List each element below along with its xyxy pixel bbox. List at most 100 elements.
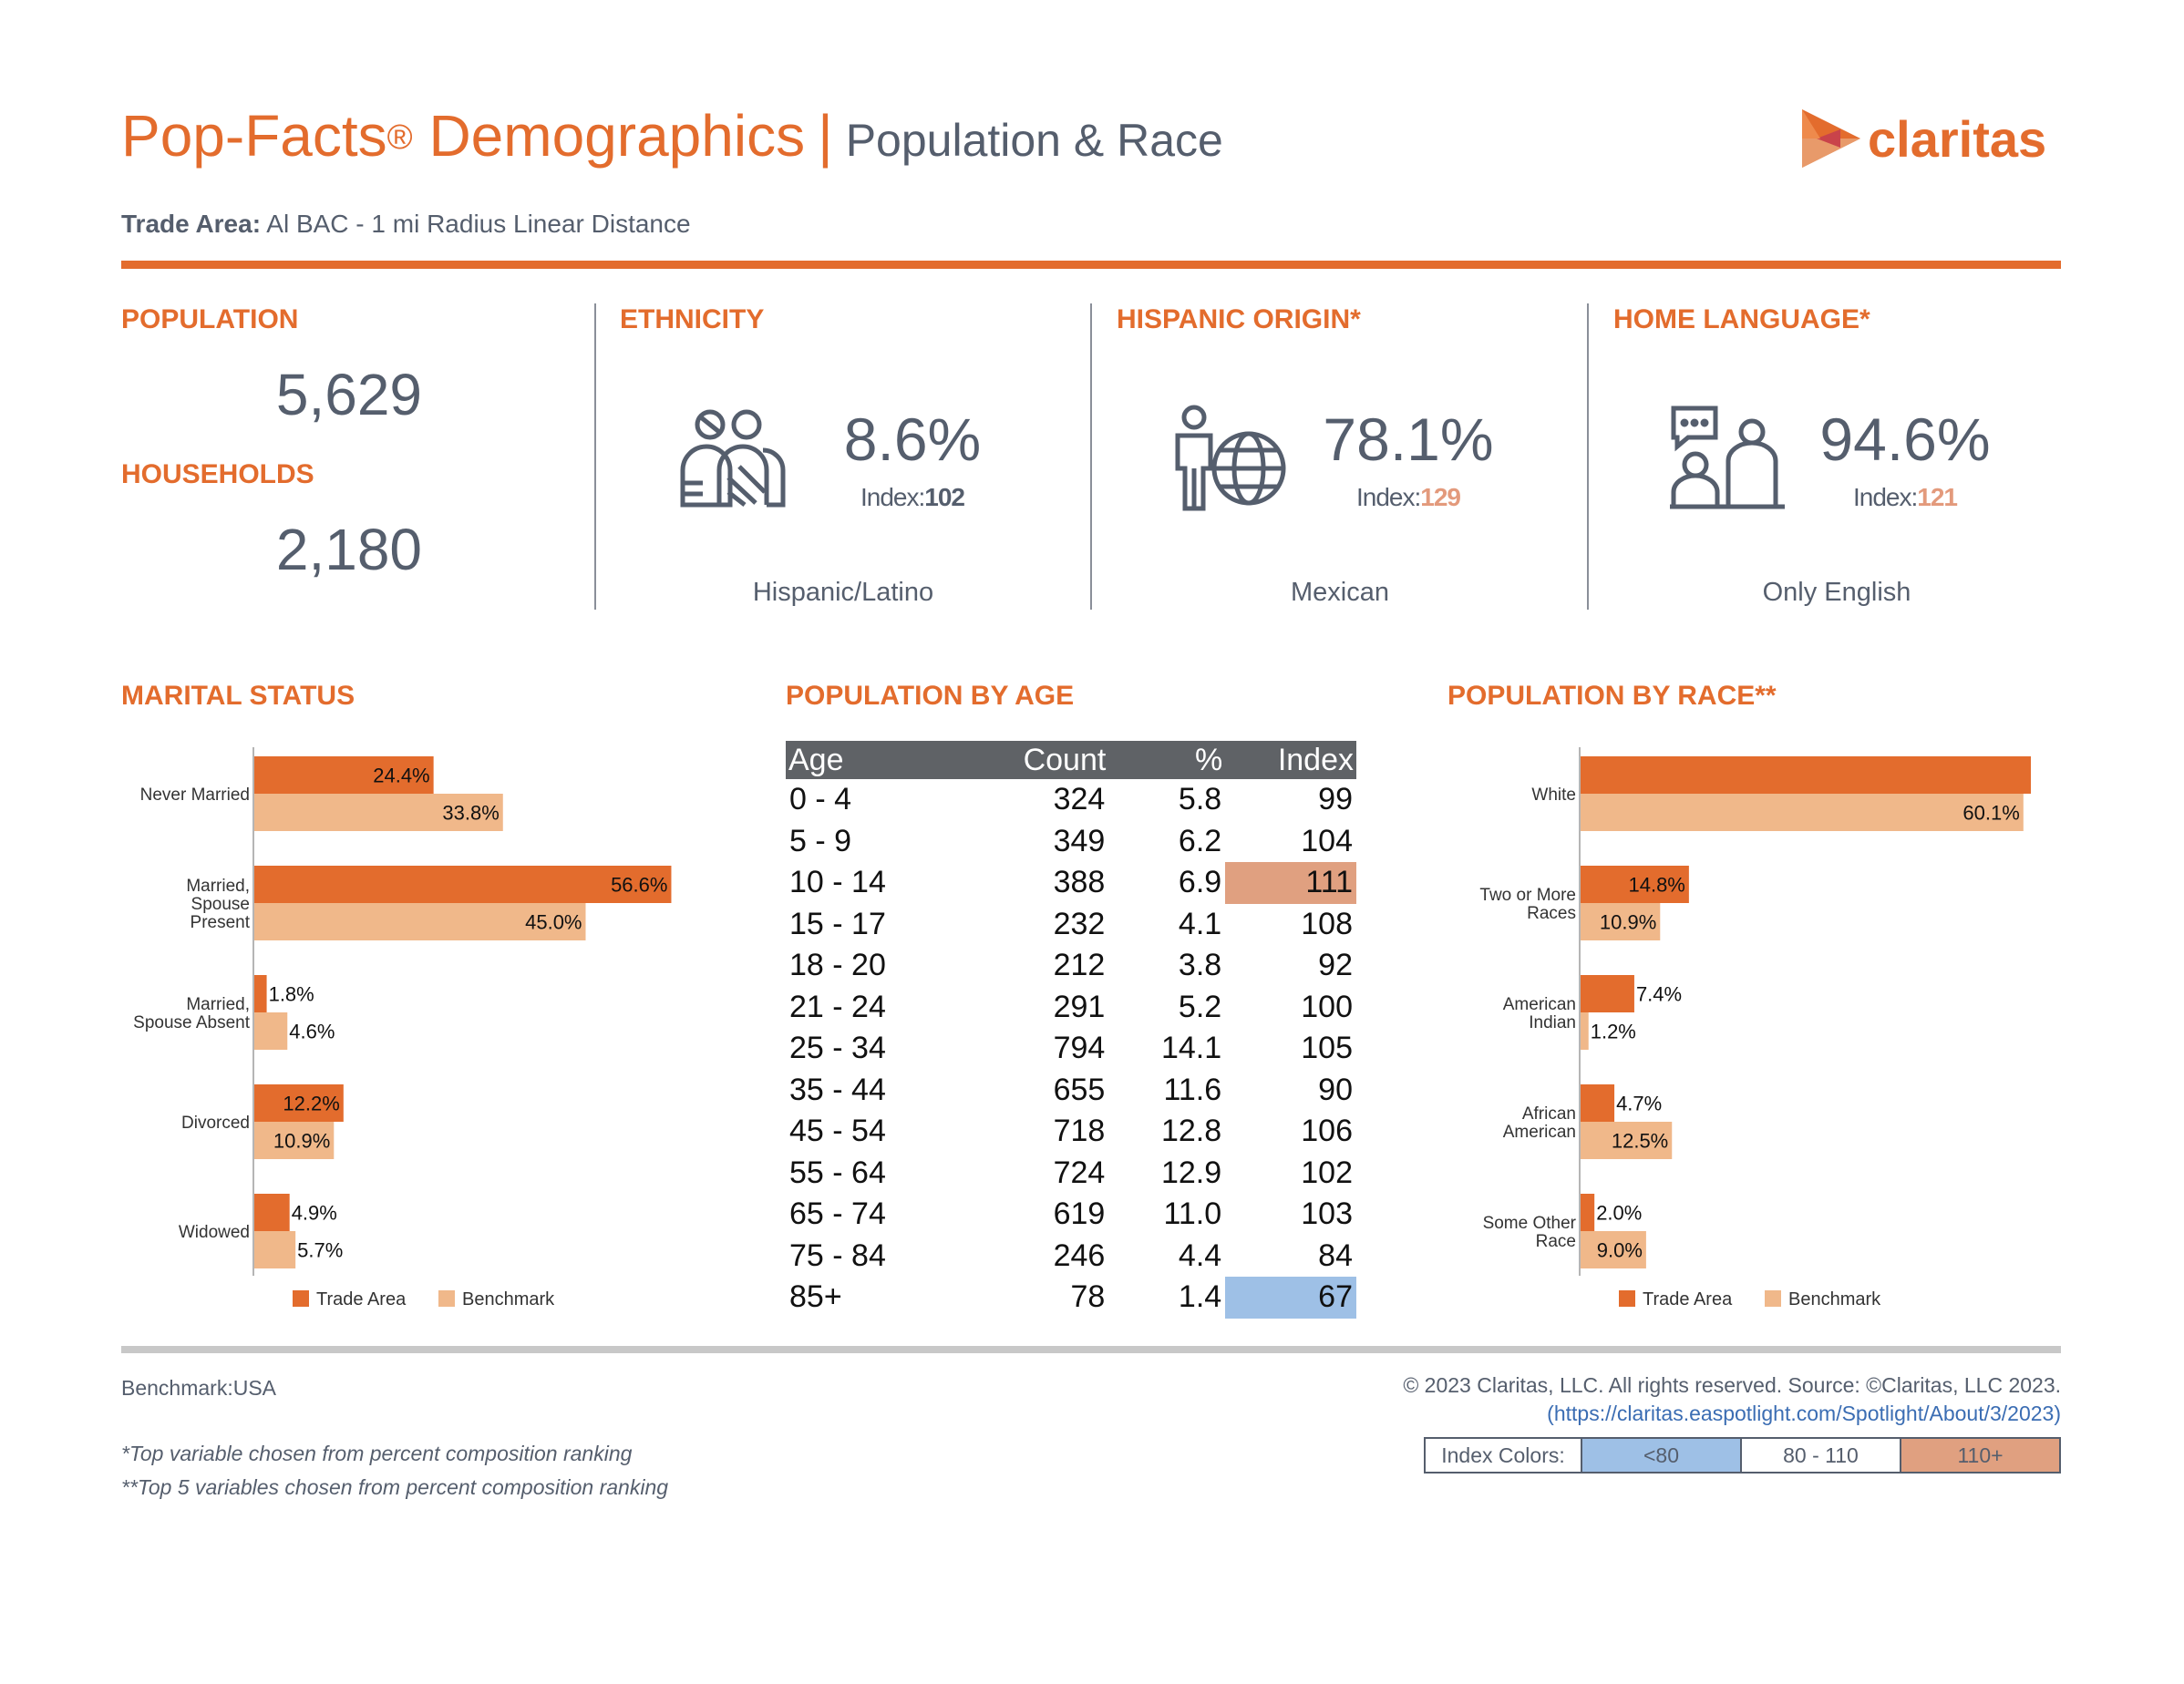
- marital-bar-benchmark: [253, 1012, 288, 1050]
- ethnicity-index: Index:102: [802, 483, 1023, 512]
- marital-legend-label: Trade Area: [316, 1289, 407, 1309]
- source-link[interactable]: (https://claritas.easpotlight.com/Spotli…: [1547, 1402, 2061, 1425]
- index-cell: 108: [1301, 906, 1353, 941]
- count-cell: 724: [1053, 1155, 1106, 1190]
- marital-category-label: Never Married: [140, 786, 250, 805]
- percent-cell: 14.1: [1160, 1031, 1222, 1066]
- table-row: 18 - 20 212 3.8 92: [786, 945, 1356, 987]
- home-language-index: Index:121: [1795, 483, 2015, 512]
- race-data-label: 2.0%: [1596, 1202, 1642, 1225]
- race-data-label: 1.2%: [1591, 1021, 1636, 1043]
- population-by-race-heading: POPULATION BY RACE**: [1447, 681, 1777, 711]
- population-by-age-heading: POPULATION BY AGE: [786, 681, 1075, 711]
- race-bar-trade-area: [1580, 866, 1689, 903]
- divider-3: [1587, 303, 1589, 610]
- percent-cell: 11.6: [1163, 1072, 1222, 1107]
- trade-area-value: Al BAC - 1 mi Radius Linear Distance: [261, 210, 691, 238]
- age-cell: 55 - 64: [789, 1155, 886, 1190]
- marital-legend-label: Benchmark: [462, 1289, 555, 1309]
- index-cell: 84: [1318, 1237, 1353, 1273]
- race-bar-benchmark: [1580, 1231, 1646, 1268]
- hispanic-origin-caption: Mexican: [1291, 578, 1389, 607]
- race-category-label: Races: [1527, 904, 1576, 923]
- index-column-header: Index: [1225, 741, 1356, 779]
- marital-data-label: 24.4%: [373, 765, 429, 787]
- marital-data-label: 12.2%: [283, 1093, 339, 1115]
- race-category-label: American: [1503, 1123, 1576, 1142]
- marital-bar-trade-area: [253, 866, 672, 903]
- marital-category-label: Divorced: [181, 1114, 250, 1133]
- header-divider: [121, 261, 2061, 269]
- race-data-label: 4.7%: [1616, 1093, 1662, 1115]
- index-color-mid: 80 - 110: [1740, 1439, 1900, 1472]
- age-cell: 5 - 9: [789, 823, 852, 858]
- count-cell: 388: [1053, 865, 1106, 900]
- marital-data-label: 1.8%: [269, 983, 314, 1006]
- race-category-label: White: [1531, 786, 1576, 805]
- age-cell: 21 - 24: [789, 989, 886, 1024]
- ethnicity-caption: Hispanic/Latino: [752, 578, 934, 607]
- hispanic-origin-heading: HISPANIC ORIGIN*: [1117, 304, 1361, 334]
- hispanic-origin-index-value: 129: [1420, 483, 1461, 511]
- percent-cell: 5.2: [1178, 989, 1222, 1024]
- table-row: 65 - 74 619 11.0 103: [786, 1194, 1356, 1236]
- marital-bar-trade-area: [253, 1084, 344, 1122]
- footnote-top-variable: *Top variable chosen from percent compos…: [121, 1442, 633, 1465]
- race-category-label: Indian: [1529, 1013, 1576, 1032]
- marital-data-label: 45.0%: [525, 911, 582, 934]
- marital-data-label: 33.8%: [442, 802, 499, 825]
- claritas-logo-text: claritas: [1868, 109, 2047, 168]
- claritas-logo: claritas: [1800, 108, 2046, 169]
- age-cell: 15 - 17: [789, 906, 886, 941]
- marital-data-label: 4.9%: [292, 1202, 337, 1225]
- race-category-label: Two or More: [1479, 886, 1576, 905]
- index-cell: 104: [1301, 823, 1353, 858]
- age-cell: 85+: [789, 1279, 842, 1315]
- table-row: 35 - 44 655 11.6 90: [786, 1070, 1356, 1112]
- race-data-label: 10.9%: [1600, 911, 1656, 934]
- table-row: 55 - 64 724 12.9 102: [786, 1153, 1356, 1195]
- race-bar-trade-area: [1580, 975, 1634, 1012]
- home-language-index-label: Index:: [1853, 483, 1918, 511]
- index-cell: 100: [1301, 989, 1353, 1024]
- age-cell: 65 - 74: [789, 1196, 886, 1232]
- page-title: Pop-Facts® Demographics | Population & Rac…: [121, 102, 1223, 169]
- hispanic-origin-index: Index:129: [1298, 483, 1519, 512]
- count-cell: 291: [1053, 989, 1106, 1024]
- race-data-label: 9.0%: [1597, 1239, 1643, 1262]
- households-heading: HOUSEHOLDS: [121, 459, 314, 489]
- index-colors-legend: Index Colors: <80 80 - 110 110+: [1424, 1437, 2061, 1474]
- index-cell: 106: [1301, 1114, 1353, 1149]
- count-cell: 794: [1053, 1031, 1106, 1066]
- title-separator: |: [818, 103, 833, 169]
- table-row: 15 - 17 232 4.1 108: [786, 904, 1356, 946]
- title-main: Pop-Facts: [121, 103, 387, 169]
- age-cell: 75 - 84: [789, 1237, 886, 1273]
- count-cell: 324: [1053, 782, 1106, 817]
- race-legend-swatch: [1765, 1290, 1781, 1307]
- percent-cell: 5.8: [1178, 782, 1222, 817]
- count-cell: 619: [1053, 1196, 1106, 1232]
- marital-category-label: Spouse: [191, 895, 250, 914]
- home-language-index-value: 121: [1917, 483, 1958, 511]
- table-row: 25 - 34 794 14.1 105: [786, 1028, 1356, 1070]
- marital-category-label: Widowed: [179, 1223, 250, 1242]
- ethnicity-index-value: 102: [924, 483, 965, 511]
- footnote-top-five: **Top 5 variables chosen from percent co…: [121, 1475, 669, 1499]
- table-row: 21 - 24 291 5.2 100: [786, 987, 1356, 1029]
- age-cell: 18 - 20: [789, 948, 886, 983]
- index-color-high: 110+: [1900, 1439, 2059, 1472]
- percent-cell: 6.2: [1178, 823, 1222, 858]
- index-cell: 103: [1301, 1196, 1353, 1232]
- race-category-label: Some Other: [1483, 1214, 1577, 1233]
- race-data-label: 14.8%: [1628, 874, 1684, 897]
- race-data-label: 60.1%: [1963, 802, 2019, 825]
- divider-1: [594, 303, 596, 610]
- table-row: 0 - 4 324 5.8 99: [786, 779, 1356, 821]
- marital-status-heading: MARITAL STATUS: [121, 681, 355, 711]
- count-column-header: Count: [958, 741, 1109, 779]
- hispanic-origin-percent: 78.1%: [1323, 406, 1494, 473]
- table-row: 85+ 78 1.4 67: [786, 1277, 1356, 1319]
- count-cell: 232: [1053, 906, 1106, 941]
- trade-area-label: Trade Area:: [121, 210, 262, 238]
